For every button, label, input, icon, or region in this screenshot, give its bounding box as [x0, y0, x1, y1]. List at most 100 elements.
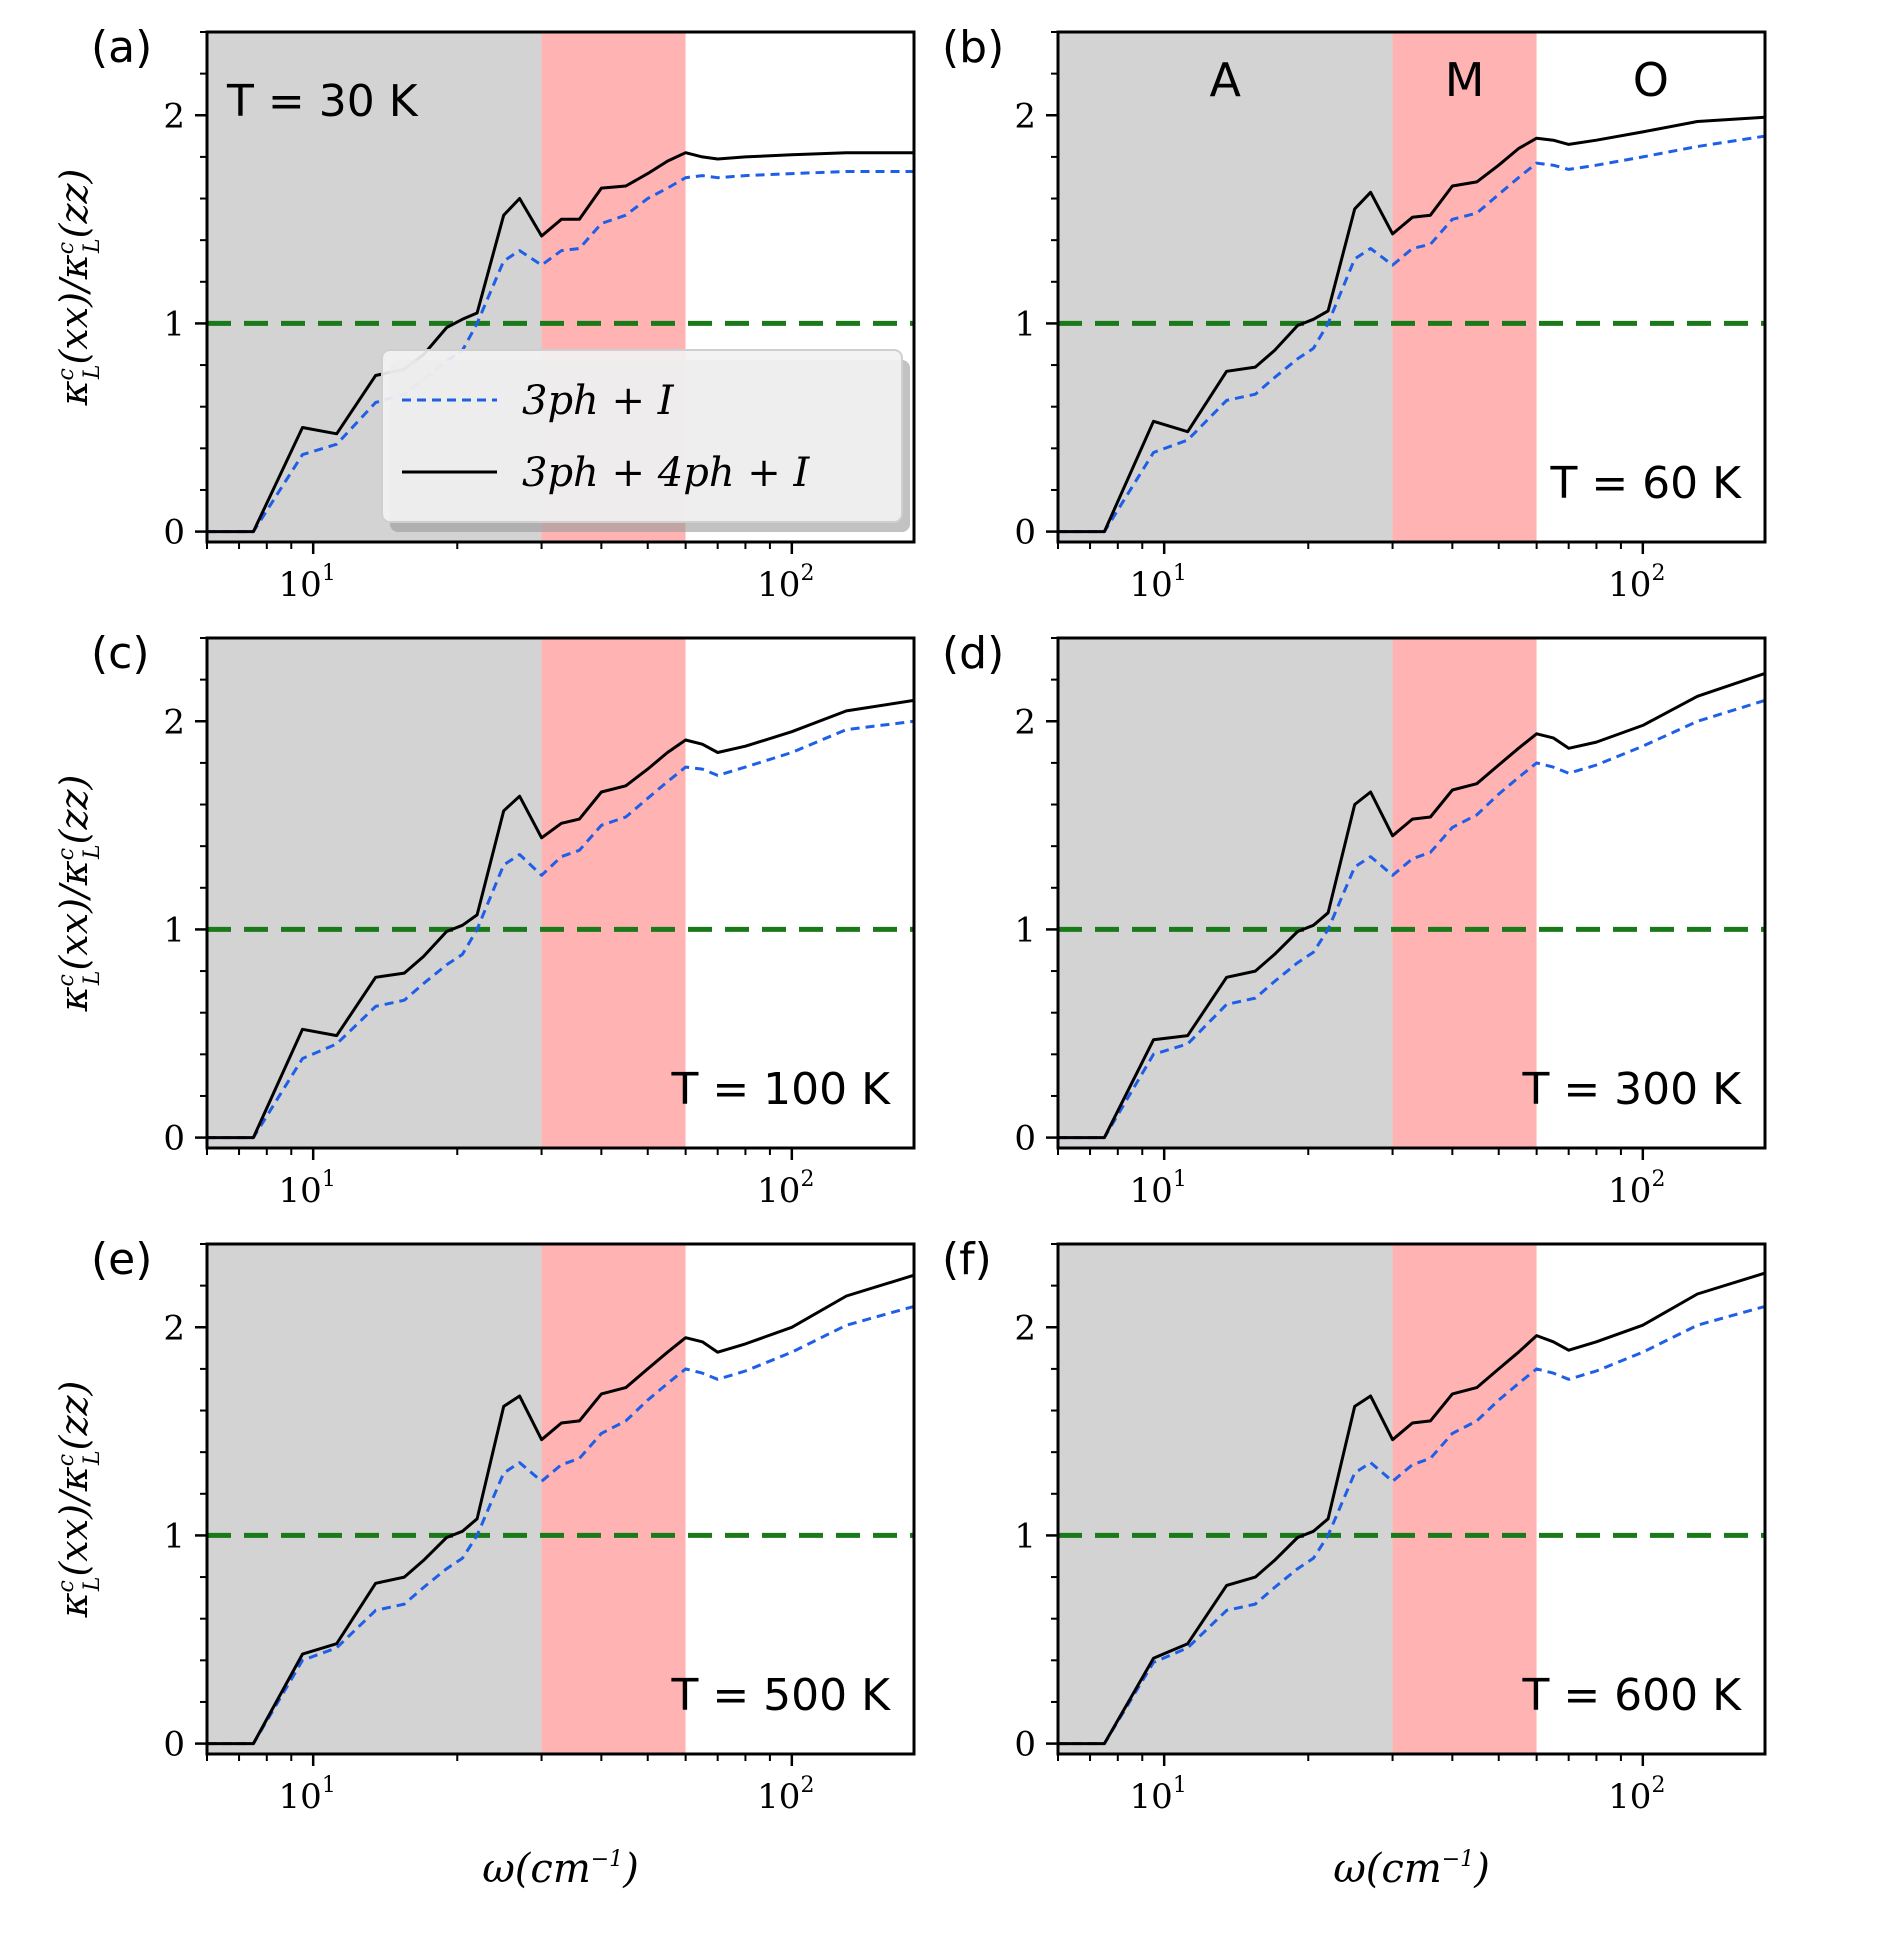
x-tick-label: 102 — [757, 1773, 814, 1817]
panel-letter: (d) — [942, 628, 1004, 679]
series-line-3ph-4ph-i — [207, 151, 914, 534]
y-ticks: 0 1 2 — [1014, 31, 1058, 553]
y-axis-label-part: (xx) — [52, 292, 96, 365]
y-ticks: 0 1 2 — [1014, 1243, 1058, 1765]
x-tick-label: 101 — [1130, 1773, 1187, 1817]
y-tick-label: 0 — [163, 513, 185, 553]
x-axis-label-omega: ω(cm — [482, 1846, 591, 1892]
x-tick-label: 101 — [279, 561, 336, 605]
region-o — [685, 1244, 914, 1754]
series — [1058, 115, 1765, 534]
axes-frame — [205, 636, 916, 1150]
y-axis-label-part: κ — [52, 1592, 96, 1618]
temperature-annotation: T = 300 K — [1521, 1064, 1742, 1115]
x-axis-label-omega: ω(cm — [1333, 1846, 1442, 1892]
y-axis-label-part: (xx) — [52, 898, 96, 971]
series-line-3ph-4ph-i — [207, 1273, 914, 1746]
region-m — [1392, 638, 1537, 1148]
region-label-o: O — [1633, 53, 1669, 107]
region-a — [1058, 638, 1393, 1148]
y-axis-label-part: κ — [52, 380, 96, 406]
y-axis-label-part: L — [80, 365, 105, 381]
y-axis-label-part: c — [54, 368, 79, 380]
panel-b: A M O 0 1 2 101 102 (b) T = 60 K — [942, 22, 1767, 605]
series — [207, 151, 914, 534]
y-axis-label-part: (xx) — [52, 1504, 96, 1577]
y-axis-label-part: / — [52, 882, 96, 902]
x-tick-label: 102 — [1608, 1167, 1665, 1211]
y-axis-label-part: c — [54, 242, 79, 254]
x-ticks: 101 102 — [206, 1148, 814, 1211]
y-ticks: 0 1 2 — [163, 637, 207, 1159]
axes-frame — [1056, 636, 1767, 1150]
panel-letter: (e) — [91, 1234, 152, 1285]
series-line-3ph-i — [207, 170, 914, 534]
y-axis-label-part: κ — [52, 860, 96, 886]
shaded-regions — [207, 638, 914, 1148]
y-tick-label: 0 — [163, 1119, 185, 1159]
y-axis-label-part: L — [80, 1577, 105, 1593]
y-axis-label-part: L — [80, 238, 105, 254]
y-ticks: 0 1 2 — [163, 1243, 207, 1765]
region-a — [207, 638, 542, 1148]
series — [1058, 671, 1765, 1140]
y-axis-label-part: L — [80, 971, 105, 987]
x-tick-exponent: 1 — [1173, 561, 1187, 586]
y-tick-label: 0 — [1014, 1725, 1036, 1765]
temperature-annotation: T = 100 K — [670, 1064, 891, 1115]
y-tick-label: 2 — [1014, 1308, 1036, 1348]
y-tick-label: 0 — [1014, 1119, 1036, 1159]
y-axis-label-part: (zz) — [52, 775, 96, 845]
x-axis-label-close: ) — [1473, 1846, 1490, 1892]
y-axis-label-part: (zz) — [52, 169, 96, 239]
shaded-regions — [207, 1244, 914, 1754]
y-ticks: 0 1 2 — [1014, 637, 1058, 1159]
y-axis-label-part: κ — [52, 1466, 96, 1492]
y-tick-label: 1 — [1014, 304, 1036, 344]
x-tick-exponent: 1 — [322, 1773, 336, 1798]
region-m — [541, 638, 686, 1148]
series-line-3ph-i — [1058, 698, 1765, 1140]
x-tick-exponent: 2 — [800, 561, 814, 586]
y-axis-label-part: c — [54, 974, 79, 986]
x-axis-label-close: ) — [622, 1846, 639, 1892]
x-ticks: 101 102 — [206, 542, 814, 605]
series-line-3ph-4ph-i — [1058, 1271, 1765, 1746]
axes-frame — [205, 30, 916, 544]
y-axis-label-part: / — [52, 276, 96, 296]
shaded-regions — [1058, 638, 1765, 1148]
y-axis-label-part: c — [54, 848, 79, 860]
axes-frame — [205, 1242, 916, 1756]
y-tick-label: 2 — [163, 96, 185, 136]
series-line-3ph-i — [1058, 134, 1765, 534]
y-tick-label: 1 — [1014, 910, 1036, 950]
axes-frame — [1056, 30, 1767, 544]
x-tick-exponent: 1 — [322, 561, 336, 586]
panel-letter: (b) — [942, 22, 1004, 73]
y-tick-label: 2 — [163, 1308, 185, 1348]
x-tick-label: 102 — [757, 561, 814, 605]
x-tick-exponent: 1 — [322, 1167, 336, 1192]
y-axis-label-part: L — [80, 844, 105, 860]
panel-f: 0 1 2 101 1 0 2 (f) T = 600 K ω(cm−1) — [942, 1234, 1767, 1892]
x-axis-label-exponent: −1 — [1442, 1847, 1474, 1872]
y-tick-label: 1 — [163, 910, 185, 950]
y-axis-label-part: (zz) — [52, 1381, 96, 1451]
y-ticks: 0 1 2 — [163, 31, 207, 553]
y-axis-label: κcL(xx)/κcL(zz) — [52, 775, 105, 1013]
legend-entry: 3ph + 4ph + I — [522, 450, 811, 496]
panel-letter: (a) — [91, 22, 152, 73]
region-m — [1392, 32, 1537, 542]
temperature-annotation: T = 600 K — [1521, 1670, 1742, 1721]
series — [1058, 1271, 1765, 1746]
y-tick-label: 2 — [1014, 702, 1036, 742]
series-line-3ph-4ph-i — [207, 698, 914, 1140]
series — [207, 698, 914, 1140]
x-tick-label: 102 — [757, 1167, 814, 1211]
region-a — [1058, 1244, 1393, 1754]
x-tick-exponent: 1 — [1173, 1773, 1187, 1798]
panel-letter: (f) — [942, 1234, 992, 1285]
